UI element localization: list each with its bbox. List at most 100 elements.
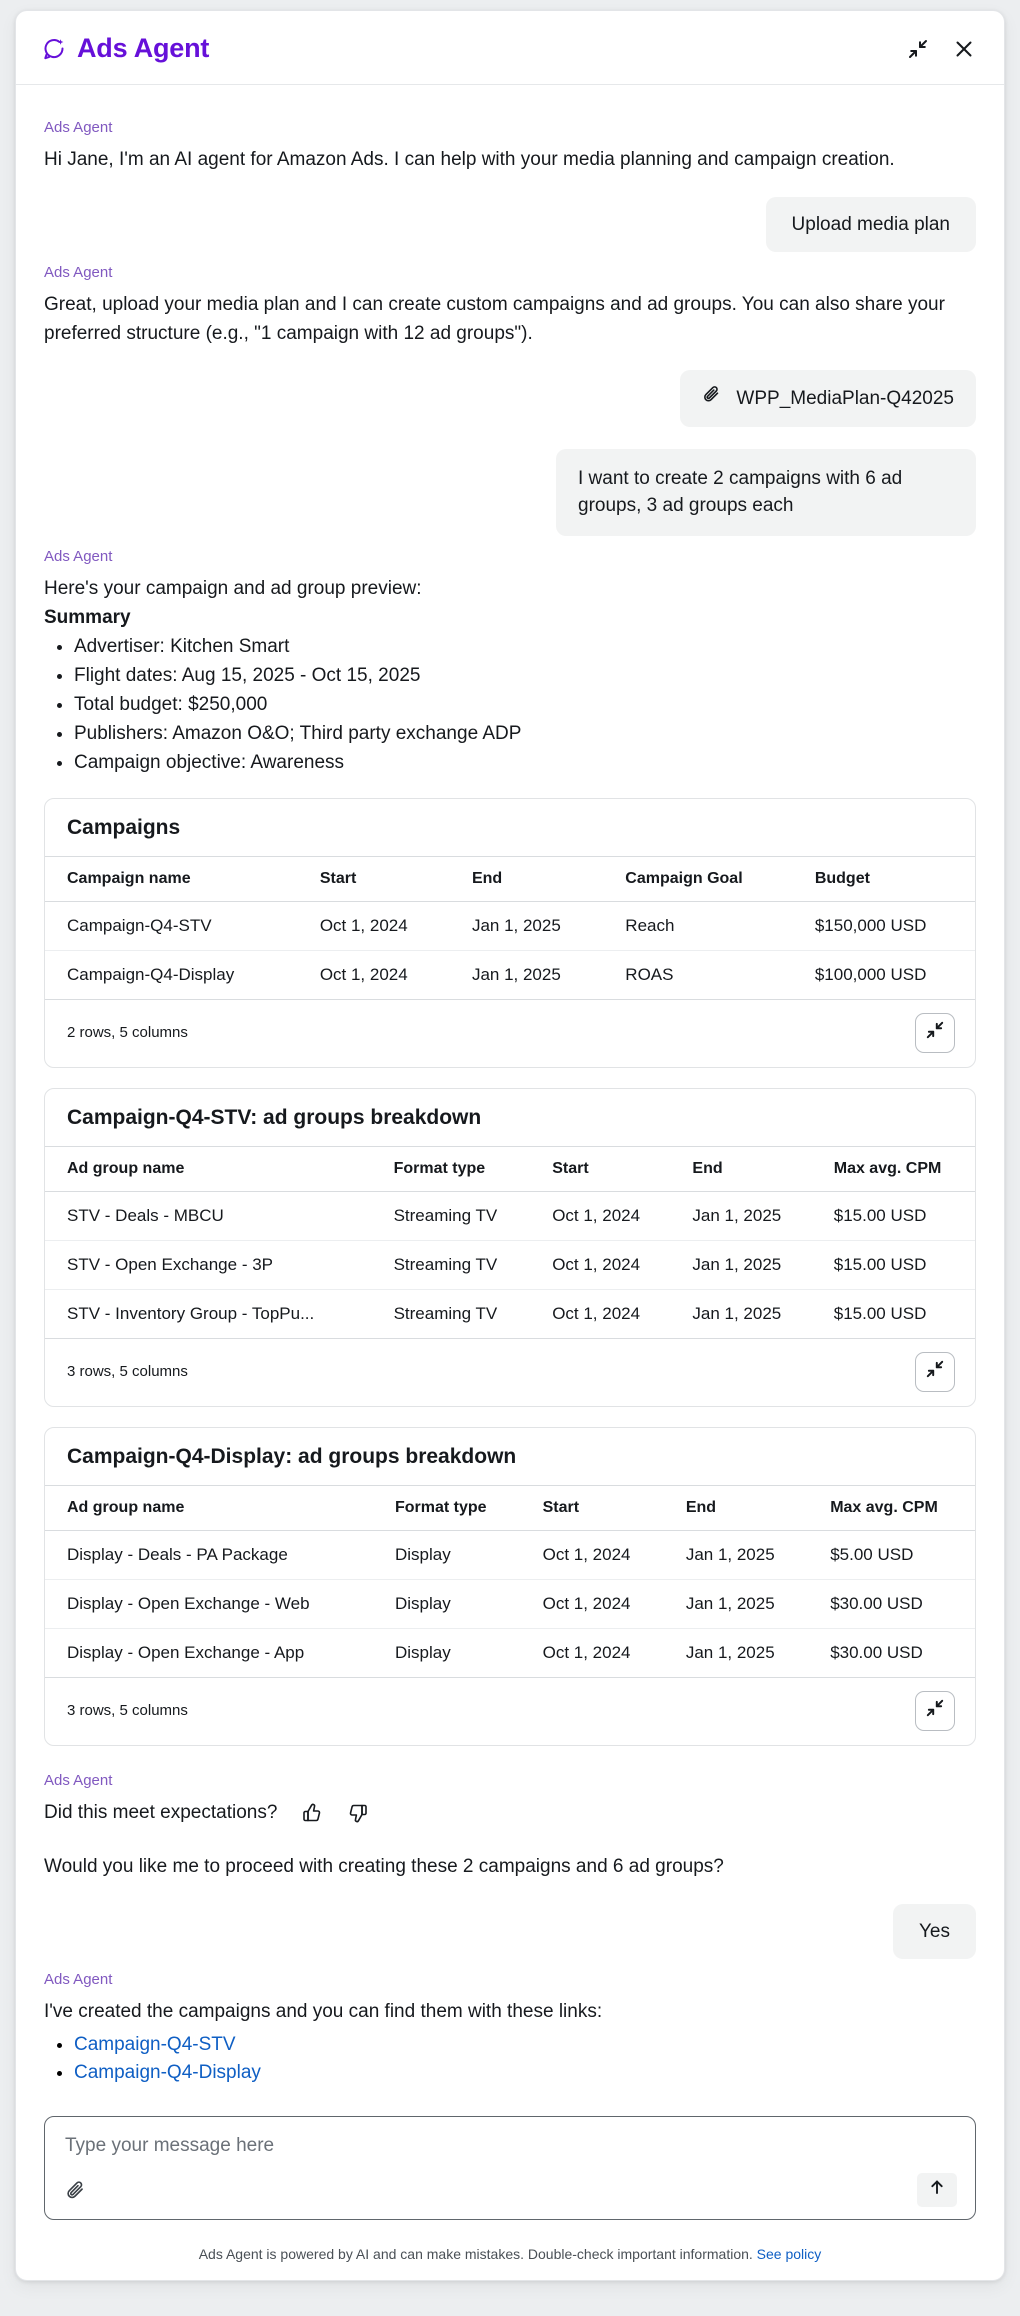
attachment-chip[interactable]: WPP_MediaPlan-Q42025 [680, 370, 976, 427]
list-item: Campaign-Q4-Display [74, 2059, 976, 2088]
column-header: Budget [792, 856, 975, 902]
cell: STV - Deals - MBCU [45, 1191, 372, 1241]
list-item: Total budget: $250,000 [74, 691, 976, 720]
arrow-up-icon [929, 2179, 945, 2200]
table-header-row: Ad group name Format type Start End Max … [45, 1485, 975, 1531]
campaigns-table-card: Campaigns Campaign name Start End Campai… [44, 797, 976, 1068]
column-header: Start [530, 1146, 671, 1192]
agent-message-text: Here's your campaign and ad group previe… [44, 577, 422, 599]
agent-label: Ads Agent [44, 264, 113, 282]
cell: Jan 1, 2025 [663, 1628, 809, 1678]
close-icon[interactable] [954, 39, 974, 59]
cell: Oct 1, 2024 [530, 1191, 671, 1241]
agent-message-text: Hi Jane, I'm an AI agent for Amazon Ads.… [44, 149, 895, 170]
cell: Jan 1, 2025 [670, 1289, 812, 1339]
collapse-table-button[interactable] [915, 1351, 955, 1392]
cell: STV - Inventory Group - TopPu... [45, 1289, 372, 1339]
list-item: Flight dates: Aug 15, 2025 - Oct 15, 202… [74, 662, 976, 691]
campaign-link-stv[interactable]: Campaign-Q4-STV [74, 2033, 236, 2055]
display-adgroups-table: Ad group name Format type Start End Max … [45, 1485, 975, 1678]
collapse-arrows-icon [926, 1021, 944, 1044]
agent-message-text: Great, upload your media plan and I can … [44, 294, 945, 344]
column-header: Format type [372, 1485, 521, 1531]
display-adgroups-table-card: Campaign-Q4-Display: ad groups breakdown… [44, 1426, 976, 1746]
message-agent-3: Ads Agent Here's your campaign and ad gr… [44, 548, 976, 778]
column-header: End [449, 856, 604, 902]
message-agent-1: Ads Agent Hi Jane, I'm an AI agent for A… [44, 119, 976, 175]
card-title: Campaigns [45, 799, 975, 857]
cell: Oct 1, 2024 [520, 1579, 664, 1629]
table-header-row: Campaign name Start End Campaign Goal Bu… [45, 856, 975, 902]
user-request-row: I want to create 2 campaigns with 6 ad g… [44, 448, 976, 536]
send-button[interactable] [917, 2172, 957, 2207]
column-header: End [663, 1485, 809, 1531]
upload-media-plan-row: Upload media plan [44, 196, 976, 253]
yes-button[interactable]: Yes [893, 1903, 976, 1960]
agent-message-text: I've created the campaigns and you can f… [44, 2001, 603, 2023]
agent-label: Ads Agent [44, 119, 113, 136]
table-row: Display - Open Exchange - App Display Oc… [45, 1628, 975, 1678]
card-title: Campaign-Q4-Display: ad groups breakdown [45, 1428, 975, 1486]
yes-row: Yes [44, 1903, 976, 1960]
collapse-arrows-icon [926, 1360, 944, 1383]
ads-agent-panel: Ads Agent Ads Agent [15, 10, 1005, 2281]
thumbs-up-icon[interactable] [301, 1802, 323, 1824]
cell: $15.00 USD [811, 1289, 975, 1339]
campaign-link-display[interactable]: Campaign-Q4-Display [74, 2062, 261, 2084]
cell: Jan 1, 2025 [663, 1579, 809, 1629]
campaigns-table: Campaign name Start End Campaign Goal Bu… [45, 856, 975, 1000]
cell: Oct 1, 2024 [520, 1530, 664, 1580]
card-title: Campaign-Q4-STV: ad groups breakdown [45, 1089, 975, 1147]
collapse-table-button[interactable] [915, 1012, 955, 1053]
see-policy-link[interactable]: See policy [756, 2245, 822, 2262]
summary-list: Advertiser: Kitchen Smart Flight dates: … [44, 633, 976, 777]
card-footer: 3 rows, 5 columns [45, 1678, 975, 1745]
list-item: Campaign objective: Awareness [74, 749, 976, 778]
thumbs-down-icon[interactable] [347, 1802, 369, 1824]
agent-label: Ads Agent [44, 1971, 113, 1989]
cell: $150,000 USD [792, 901, 975, 951]
column-header: Ad group name [45, 1146, 372, 1192]
cell: Display [372, 1579, 521, 1629]
column-header: Max avg. CPM [811, 1146, 975, 1192]
column-header: Max avg. CPM [808, 1485, 975, 1531]
message-input[interactable]: Type your message here [65, 2134, 275, 2156]
header-controls [908, 39, 978, 59]
card-footer: 3 rows, 5 columns [45, 1339, 975, 1406]
row-count-label: 3 rows, 5 columns [67, 1363, 188, 1381]
column-header: Start [297, 856, 450, 902]
cell: Campaign-Q4-Display [45, 950, 298, 1000]
cell: Oct 1, 2024 [297, 901, 450, 951]
cell: Oct 1, 2024 [530, 1240, 671, 1290]
cell: Reach [603, 901, 793, 951]
message-composer[interactable]: Type your message here [44, 2115, 976, 2220]
column-header: End [670, 1146, 812, 1192]
attach-file-button[interactable] [65, 2179, 87, 2201]
chat-sparkle-icon [42, 37, 66, 61]
cell: Oct 1, 2024 [297, 950, 450, 1000]
cell: $15.00 USD [811, 1240, 975, 1290]
cell: Streaming TV [371, 1240, 531, 1290]
header-left: Ads Agent [42, 33, 209, 64]
list-item: Publishers: Amazon O&O; Third party exch… [74, 720, 976, 749]
cell: Jan 1, 2025 [663, 1530, 809, 1580]
message-agent-5: Ads Agent I've created the campaigns and… [44, 1971, 976, 2088]
upload-media-plan-button[interactable]: Upload media plan [765, 196, 976, 253]
cell: Display - Deals - PA Package [45, 1530, 373, 1580]
cell: Jan 1, 2025 [670, 1240, 812, 1290]
panel-header: Ads Agent [16, 11, 1004, 85]
composer-toolbar [65, 2172, 957, 2207]
user-message: I want to create 2 campaigns with 6 ad g… [556, 448, 976, 536]
cell: Jan 1, 2025 [670, 1191, 812, 1241]
cell: Oct 1, 2024 [530, 1289, 671, 1339]
summary-heading: Summary [44, 607, 131, 629]
cell: Display - Open Exchange - App [45, 1628, 373, 1678]
collapse-table-button[interactable] [915, 1690, 955, 1731]
cell: Streaming TV [371, 1191, 531, 1241]
table-row: Display - Open Exchange - Web Display Oc… [45, 1579, 975, 1629]
agent-label: Ads Agent [44, 1771, 113, 1789]
agent-label: Ads Agent [44, 547, 113, 565]
collapse-arrows-icon[interactable] [908, 39, 928, 59]
table-row: Campaign-Q4-Display Oct 1, 2024 Jan 1, 2… [45, 950, 975, 1000]
message-agent-4: Ads Agent Did this meet expectations? [44, 1772, 976, 1882]
